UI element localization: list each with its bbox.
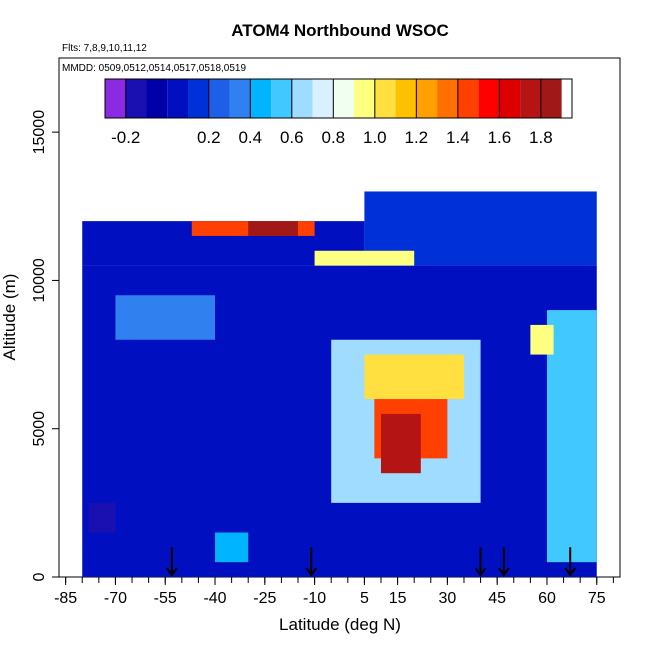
chart-title: ATOM4 Northbound WSOC <box>231 21 449 40</box>
wsoc-field <box>82 191 597 577</box>
x-tick-label: 75 <box>588 590 606 607</box>
colorbar-swatch <box>188 79 209 118</box>
colorbar-swatch <box>333 79 355 118</box>
colorbar-frame <box>104 78 573 119</box>
field-cell <box>314 250 415 266</box>
colorbar-tick-label: 1.2 <box>405 128 429 147</box>
colorbar-tick-label: 0.4 <box>238 128 262 147</box>
colorbar-tick-label: 1.4 <box>446 128 470 147</box>
y-tick-label: 5000 <box>31 411 48 447</box>
x-tick-label: 45 <box>488 590 506 607</box>
colorbar-tick-label: 1.8 <box>529 128 553 147</box>
field-cell <box>215 532 249 563</box>
y-tick-label: 10000 <box>31 258 48 303</box>
colorbar-tick-label: 0.2 <box>197 128 221 147</box>
sampling-marker-arrow <box>474 547 487 577</box>
colorbar-swatch <box>520 79 541 118</box>
x-tick-label: -10 <box>303 590 326 607</box>
colorbar-swatch <box>540 79 562 118</box>
colorbar-swatch <box>416 79 438 118</box>
field-cell <box>364 354 464 400</box>
field-cell <box>248 221 299 236</box>
colorbar-swatch <box>250 79 272 118</box>
x-tick-label: 5 <box>360 590 369 607</box>
x-tick-label: -40 <box>203 590 226 607</box>
y-axis-label: Altitude (m) <box>0 274 19 361</box>
colorbar-swatch <box>271 79 292 118</box>
field-cell <box>88 502 116 533</box>
colorbar-swatch <box>312 79 334 118</box>
colorbar-swatch <box>146 79 168 118</box>
y-axis: 0 5000 10000 15000 <box>31 110 59 581</box>
colorbar: -0.2 0.2 0.4 0.6 0.8 1.0 1.2 1.4 1.6 1.8 <box>104 78 573 147</box>
flights-note: Flts: 7,8,9,10,11,12 <box>62 43 147 54</box>
field-cell <box>530 324 554 355</box>
colorbar-swatch <box>229 79 251 118</box>
y-tick-label: 0 <box>31 572 48 581</box>
x-tick-label: -25 <box>253 590 276 607</box>
x-tick-label: -70 <box>104 590 127 607</box>
colorbar-swatch <box>499 79 521 118</box>
field-cell <box>380 413 421 474</box>
colorbar-swatch <box>167 79 189 118</box>
x-tick-label: 60 <box>538 590 556 607</box>
colorbar-swatch <box>291 79 313 118</box>
dates-note: MMDD: 0509,0512,0514,0517,0518,0519 <box>62 63 246 74</box>
field-cell <box>115 295 216 340</box>
sampling-marker-arrow <box>166 547 178 577</box>
colorbar-swatch <box>395 79 417 118</box>
colorbar-swatch <box>437 79 458 118</box>
colorbar-swatch <box>105 79 126 118</box>
colorbar-tick-label: 0.6 <box>280 128 304 147</box>
x-tick-label: 30 <box>438 590 456 607</box>
field-cell <box>546 310 597 563</box>
colorbar-tick-label: -0.2 <box>111 128 140 147</box>
x-axis: -85 -70 -55 -40 -25 -10 5 15 30 45 60 75 <box>54 577 614 607</box>
sampling-markers <box>166 547 577 577</box>
colorbar-tick-label: 1.0 <box>363 128 387 147</box>
colorbar-swatch <box>208 79 230 118</box>
colorbar-swatch <box>354 79 375 118</box>
colorbar-tick-label: 1.6 <box>488 128 512 147</box>
x-tick-label: -85 <box>54 590 77 607</box>
y-tick-label: 15000 <box>31 110 48 155</box>
x-tick-label: -55 <box>154 590 177 607</box>
colorbar-swatch <box>374 79 396 118</box>
sampling-marker-arrow <box>305 547 318 577</box>
sampling-marker-arrow <box>498 547 510 577</box>
colorbar-swatch <box>125 79 147 118</box>
colorbar-tick-label: 0.8 <box>321 128 345 147</box>
colorbar-swatch <box>478 79 500 118</box>
x-axis-label: Latitude (deg N) <box>279 615 401 634</box>
sampling-marker-arrow <box>564 547 577 577</box>
x-tick-label: 15 <box>389 590 407 607</box>
colorbar-swatch <box>457 79 479 118</box>
